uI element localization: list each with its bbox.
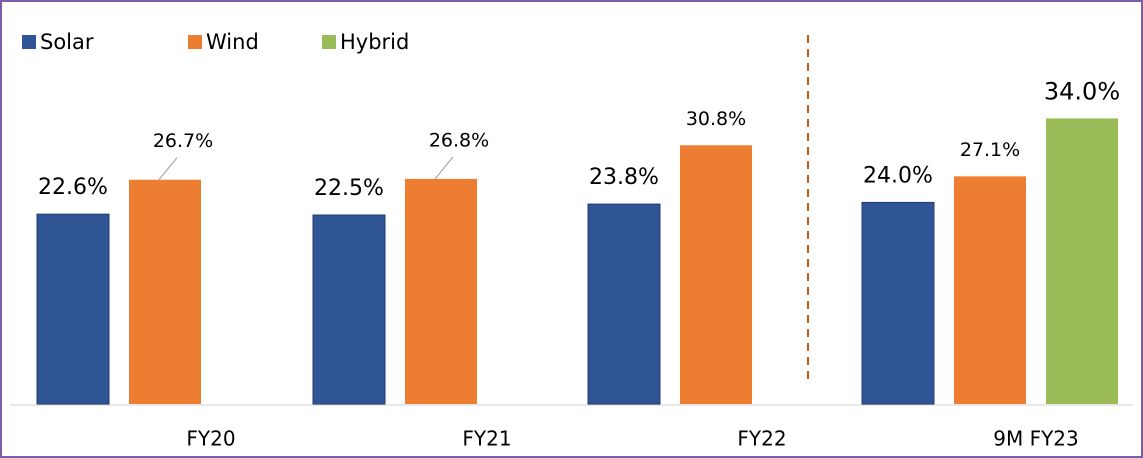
- bar: [1046, 118, 1118, 405]
- bar: [405, 178, 477, 404]
- legend-label: Solar: [40, 30, 94, 54]
- bar: [587, 203, 661, 405]
- leader-line: [434, 156, 454, 180]
- legend-label: Wind: [206, 30, 259, 54]
- data-label: 26.7%: [153, 130, 213, 152]
- x-tick-label: FY21: [462, 427, 511, 451]
- data-label: 27.1%: [960, 139, 1020, 161]
- legend-label: Hybrid: [340, 30, 409, 54]
- bar: [680, 145, 752, 404]
- legend-swatch: [188, 35, 202, 49]
- data-label: 23.8%: [589, 165, 659, 190]
- legend-swatch: [322, 35, 336, 49]
- data-label: 30.8%: [686, 108, 746, 130]
- bar: [312, 214, 386, 405]
- x-tick-label: FY22: [737, 427, 786, 451]
- leader-line: [158, 157, 178, 181]
- x-tick-label: FY20: [186, 427, 235, 451]
- data-label: 24.0%: [863, 163, 933, 188]
- x-tick-label: 9M FY23: [993, 427, 1079, 451]
- data-label: 22.5%: [314, 176, 384, 201]
- bar: [129, 179, 201, 404]
- bar: [861, 201, 935, 405]
- data-label: 22.6%: [38, 175, 108, 200]
- bar: [36, 213, 110, 405]
- legend-swatch: [22, 35, 36, 49]
- data-label: 34.0%: [1044, 77, 1120, 105]
- bar: [954, 176, 1026, 404]
- data-label: 26.8%: [429, 129, 489, 151]
